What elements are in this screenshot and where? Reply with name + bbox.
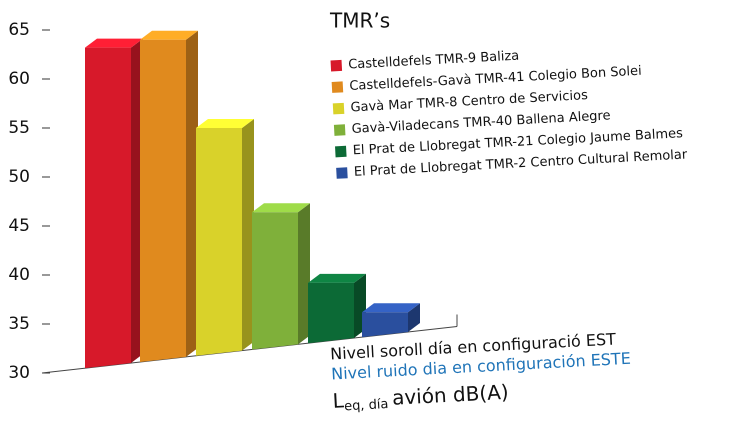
bar-top [362, 303, 420, 313]
bar-front [85, 47, 131, 369]
bar [196, 119, 254, 356]
bar-side [408, 303, 420, 333]
legend-swatch [331, 101, 346, 116]
bar-front [140, 39, 186, 363]
bar [252, 203, 310, 350]
y-tick-label: 55 [8, 118, 30, 138]
unit-subscript: eq, día [344, 397, 389, 414]
unit-symbol: L [332, 388, 345, 413]
legend-swatch [332, 123, 347, 137]
unit: Leq, día avión dB(A) [332, 379, 509, 414]
bar-front [252, 212, 298, 350]
bar-front [196, 128, 242, 356]
legend-swatch [333, 144, 348, 159]
legend-swatch [335, 166, 349, 180]
bar-top [196, 119, 254, 128]
captions: Nivell soroll día en configuració EST Ni… [330, 330, 632, 414]
bar-side [298, 203, 310, 345]
legend: Castelldefels TMR-9 BalizaCastelldefels-… [329, 49, 688, 180]
bar [362, 303, 420, 338]
bar [85, 38, 143, 369]
bar-side [186, 30, 198, 357]
bar [308, 273, 366, 344]
y-tick-label: 60 [8, 69, 30, 89]
y-tick-label: 45 [8, 216, 30, 236]
bar-side [242, 119, 254, 351]
y-tick-label: 65 [8, 20, 30, 40]
bar-top [308, 273, 366, 283]
legend-swatch [329, 58, 344, 73]
legend-swatch [330, 80, 345, 94]
bar-top [140, 30, 198, 40]
legend-label: Castelldefels TMR-9 Baliza [348, 49, 520, 73]
bar-top [252, 203, 310, 213]
legend-title: TMR’s [329, 9, 390, 33]
y-tick-label: 30 [8, 363, 30, 383]
bar-front [308, 282, 354, 344]
bar-top [85, 38, 143, 48]
y-tick-label: 35 [8, 314, 30, 334]
bar [140, 30, 198, 363]
y-tick-label: 40 [8, 265, 30, 285]
y-tick-label: 50 [8, 167, 30, 187]
bar-front [362, 312, 408, 338]
unit-text: avión dB(A) [391, 379, 509, 409]
